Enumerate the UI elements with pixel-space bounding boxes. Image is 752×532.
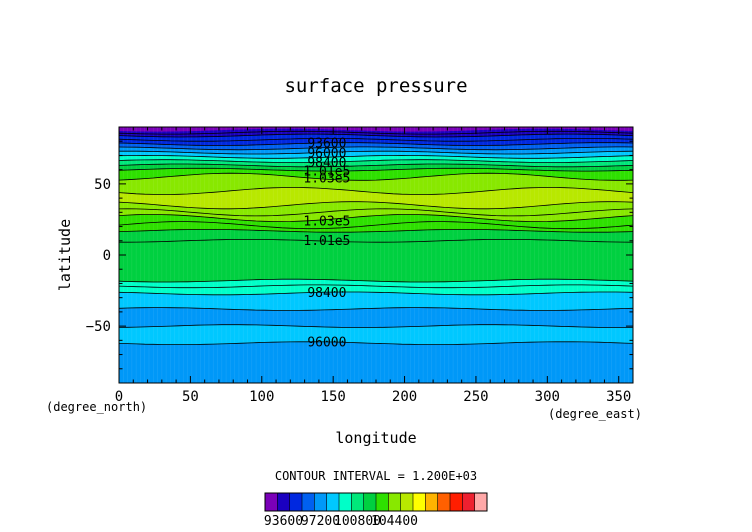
contour-label: 96000 (307, 146, 346, 161)
contour-line (119, 208, 633, 217)
contour-labels: 96000984001.01e51.03e51.03e51.01e5984009… (303, 137, 350, 351)
plot-area: 96000984001.01e51.03e51.03e51.01e5984009… (119, 127, 633, 383)
contour-label: 93600 (307, 137, 346, 152)
colorbar-swatch (425, 493, 438, 511)
contour-line (119, 187, 633, 195)
contour-line (119, 278, 633, 283)
colorbar-swatch (376, 493, 389, 511)
contour-lines (119, 130, 633, 346)
colorbar-swatch (265, 493, 278, 511)
x-tick-label: 100 (249, 389, 274, 405)
x-tick-label: 300 (535, 389, 560, 405)
x-axis-unit: (degree_east) (548, 407, 642, 421)
colorbar-swatch (388, 493, 401, 511)
colorbar-tick-label: 100800 (334, 514, 381, 529)
contour-label: 1.01e5 (303, 164, 350, 179)
colorbar-swatch (462, 493, 475, 511)
colorbar-swatch (437, 493, 451, 511)
y-axis-unit: (degree_north) (46, 400, 147, 414)
y-axis: −50 0 50 (86, 140, 633, 370)
contour-label: 1.03e5 (303, 214, 350, 229)
y-tick-label: −50 (86, 319, 111, 335)
y-tick-label: 50 (94, 177, 111, 193)
colorbar-swatch (339, 493, 352, 511)
x-axis-label: longitude (335, 429, 416, 447)
colorbar-tick-label: 93600 (264, 514, 303, 529)
contour-line (119, 133, 633, 138)
colorbar-swatch (400, 493, 414, 511)
contour-line (119, 146, 633, 151)
x-tick-label: 250 (463, 389, 488, 405)
contour-line (119, 341, 633, 346)
x-tick-label: 0 (115, 389, 123, 405)
contour-line (119, 238, 633, 243)
colorbar-swatch (450, 493, 463, 511)
colorbar-swatch (351, 493, 364, 511)
contour-line (119, 291, 633, 296)
contour-line (119, 221, 633, 230)
x-tick-label: 350 (606, 389, 631, 405)
colorbar-swatch (363, 493, 377, 511)
colorbar-swatch (289, 493, 303, 511)
contour-line (119, 137, 633, 142)
contour-label: 98400 (307, 286, 346, 301)
contour-line (119, 201, 633, 210)
colorbar-tick-label: 104400 (371, 514, 418, 529)
contour-line (119, 154, 633, 159)
contour-line (119, 159, 633, 164)
colorbar-swatch (302, 493, 315, 511)
contour-interval-label: CONTOUR INTERVAL = 1.200E+03 (275, 469, 477, 483)
contour-line (119, 214, 633, 223)
contour-label: 96000 (307, 335, 346, 350)
contour-line (119, 172, 633, 181)
contour-label: 98400 (307, 156, 346, 171)
x-tick-label: 50 (182, 389, 199, 405)
contour-line (119, 142, 633, 146)
contour-line (119, 150, 633, 155)
contour-line (119, 167, 633, 172)
colorbar-swatch (326, 493, 340, 511)
x-tick-label: 200 (392, 389, 417, 405)
chart-title: surface pressure (284, 75, 467, 97)
colorbar (264, 492, 488, 512)
colorbar-swatch (277, 493, 290, 511)
colorbar-tick-label: 97200 (301, 514, 340, 529)
x-tick-label: 150 (321, 389, 346, 405)
contour-line (119, 324, 633, 328)
x-axis: 0 50 100 150 200 250 300 350 (115, 127, 631, 405)
contour-line (119, 163, 633, 168)
contour-line (119, 307, 633, 311)
colorbar-swatch (474, 493, 488, 511)
contour-line (119, 228, 633, 233)
contour-label: 1.01e5 (303, 234, 350, 249)
contour-label: 1.03e5 (303, 171, 350, 186)
y-axis-label: latitude (56, 219, 74, 291)
y-tick-label: 0 (103, 248, 111, 264)
colorbar-swatch (413, 493, 426, 511)
colorbar-swatch (314, 493, 327, 511)
contour-line (119, 284, 633, 289)
